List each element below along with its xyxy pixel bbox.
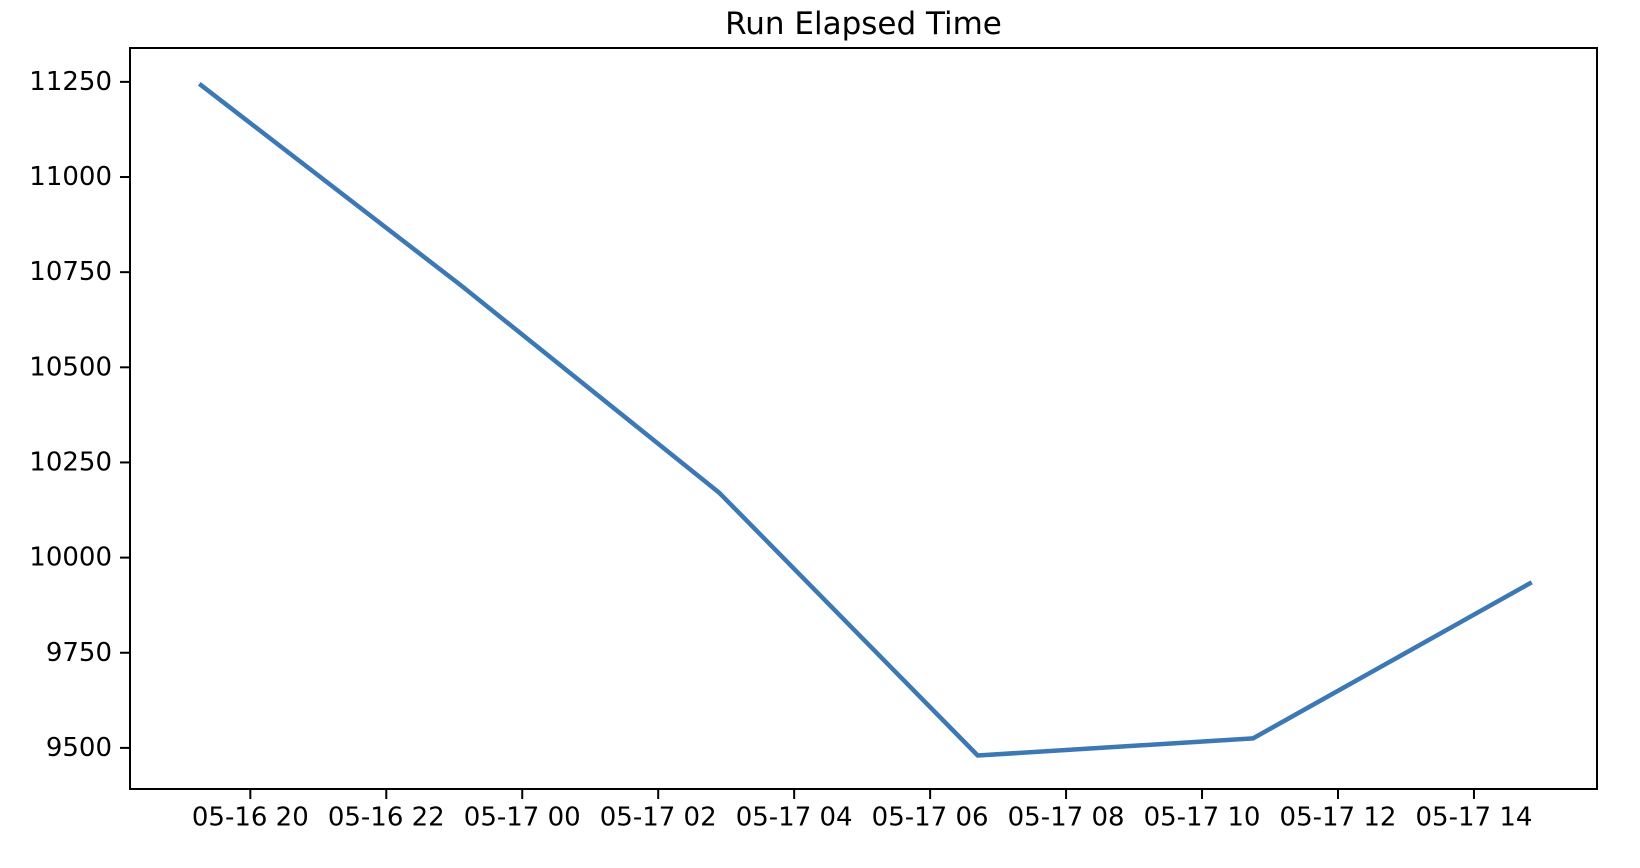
plot-border	[129, 47, 1598, 790]
y-tick-label: 11250	[29, 67, 112, 97]
x-tick-label: 05-17 10	[1144, 802, 1261, 832]
x-tick-label: 05-17 08	[1008, 802, 1125, 832]
x-tick-label: 05-17 12	[1280, 802, 1397, 832]
y-tick-label: 10250	[29, 447, 112, 477]
x-tick-label: 05-17 14	[1416, 802, 1533, 832]
y-tick-label: 10750	[29, 257, 112, 287]
y-tick-label: 9750	[46, 638, 112, 668]
y-tick-label: 10500	[29, 352, 112, 382]
x-tick-label: 05-16 22	[328, 802, 445, 832]
x-tick-label: 05-17 00	[464, 802, 581, 832]
x-tick-label: 05-16 20	[192, 802, 309, 832]
series-line	[197, 82, 1533, 758]
x-tick-label: 05-17 06	[872, 802, 989, 832]
x-tick-label: 05-17 04	[736, 802, 853, 832]
y-tick-label: 11000	[29, 162, 112, 192]
x-tick-label: 05-17 02	[600, 802, 717, 832]
y-tick-label: 9500	[46, 733, 112, 763]
chart-title: Run Elapsed Time	[725, 6, 1002, 42]
y-tick-label: 10000	[29, 543, 112, 573]
